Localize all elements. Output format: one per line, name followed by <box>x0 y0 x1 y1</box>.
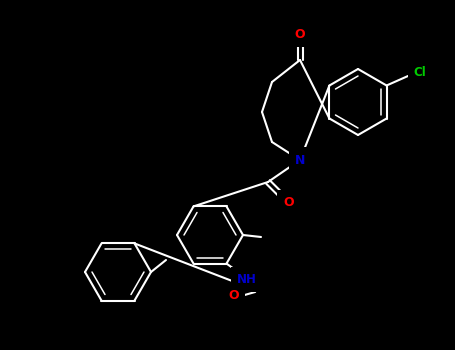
Text: Cl: Cl <box>414 65 426 78</box>
Text: O: O <box>283 196 294 210</box>
Text: O: O <box>228 289 239 302</box>
Text: O: O <box>295 28 305 41</box>
Text: N: N <box>295 154 305 167</box>
Text: NH: NH <box>237 273 257 286</box>
